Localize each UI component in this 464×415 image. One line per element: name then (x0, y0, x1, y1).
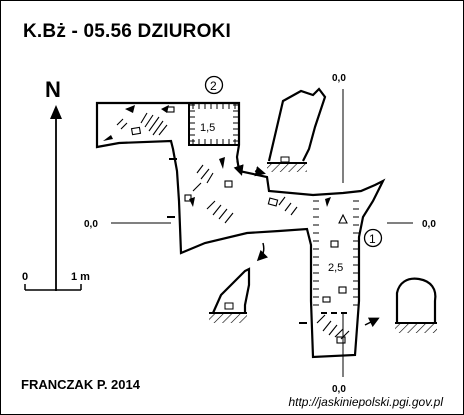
section-2-circle (204, 75, 224, 95)
lower-chamber-ticks (313, 200, 359, 306)
scale-one-label: 1 m (71, 271, 90, 283)
upper-chamber-height: 1,5 (200, 122, 215, 134)
passage-dash-markers (167, 158, 351, 324)
north-label: N (45, 77, 61, 102)
reference-lines (111, 89, 413, 377)
solid-rock-triangles (103, 105, 331, 207)
scale-zero-label: 0 (22, 271, 28, 283)
source-url[interactable]: http://jaskiniepolski.pgi.gov.pl (288, 395, 443, 409)
cross-section-profile-bottom (209, 267, 251, 323)
cave-title: K.Bż - 05.56 DZIUROKI (23, 21, 231, 42)
ref-mark-bottom: 0,0 (332, 384, 346, 395)
section-1-number: 1 (369, 232, 376, 246)
author-credit: FRANCZAK P. 2014 (21, 377, 140, 392)
cross-section-profile-right (395, 277, 437, 333)
ref-mark-top: 0,0 (332, 73, 346, 84)
section-2-number: 2 (210, 79, 217, 93)
passage-arrows (233, 160, 380, 328)
upper-chamber-box (188, 102, 240, 146)
cave-plan-outline (95, 101, 386, 359)
north-arrow (50, 105, 62, 291)
lower-chamber-height: 2,5 (328, 262, 343, 274)
ref-mark-right: 0,0 (422, 219, 436, 230)
scale-bar (24, 284, 82, 291)
section-1-circle (363, 228, 383, 248)
rubble-symbols (116, 106, 350, 344)
cross-section-profile-top (267, 87, 327, 172)
ref-mark-left: 0,0 (84, 219, 98, 230)
